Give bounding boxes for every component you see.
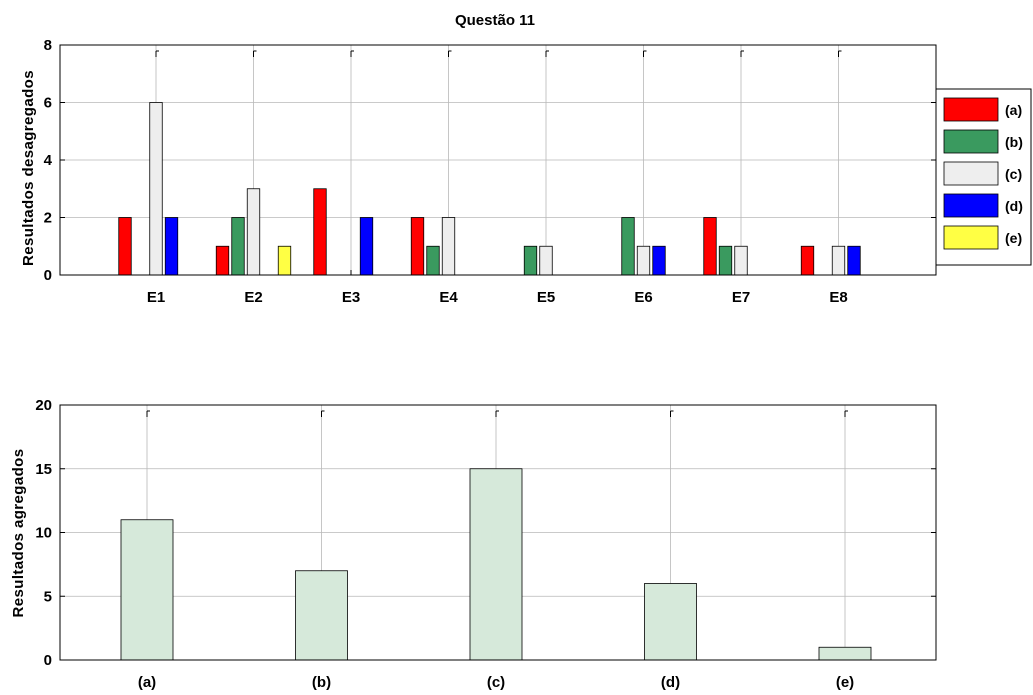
legend-label: (c) (1005, 166, 1022, 182)
bar-c-E8 (831, 245, 846, 276)
bars-disaggregated (118, 102, 861, 276)
y-tick-label: 6 (44, 95, 52, 112)
bar-a-E1 (118, 217, 132, 276)
bars-aggregated (120, 468, 872, 661)
x-tick-label: E8 (829, 289, 847, 306)
y-tick-label: 10 (35, 525, 52, 542)
bar-aggregated-b (295, 570, 348, 661)
x-tick-label: (c) (487, 674, 505, 691)
bar-b-E2 (231, 217, 245, 276)
tick-labels-aggregated: 0 5 10 15 20 (a) (b) (c) (d) (e) (35, 397, 854, 691)
bar-c-E2 (246, 188, 261, 276)
y-tick-label: 15 (35, 461, 52, 478)
bar-c-E6 (636, 245, 651, 276)
legend-swatch-c (943, 161, 999, 186)
bar-aggregated-a (120, 519, 174, 661)
bar-d-E3 (359, 217, 374, 276)
x-tick-label: (d) (661, 674, 680, 691)
chart-aggregated: Resultados agregados 0 5 10 15 20 (a) (b) (c) (d… (10, 397, 937, 691)
bar-a-E2 (215, 245, 230, 276)
legend-label: (d) (1005, 198, 1023, 214)
x-tick-label: (a) (138, 674, 156, 691)
bar-aggregated-c (469, 468, 523, 661)
x-tick-label: E7 (732, 289, 750, 306)
bar-a-E7 (703, 217, 717, 276)
x-tick-label: E1 (147, 289, 165, 306)
x-tick-label: E6 (634, 289, 652, 306)
bar-d-E8 (847, 245, 861, 276)
bar-b-E4 (426, 245, 440, 276)
y-tick-label: 5 (44, 588, 52, 605)
x-tick-label: (e) (836, 674, 854, 691)
bar-a-E4 (410, 217, 425, 276)
bar-b-E5 (523, 245, 538, 276)
y-axis-label-disaggregated: Resultados desagregados (20, 70, 37, 266)
legend: (a) (b) (c) (d) (e) (935, 88, 1032, 266)
y-tick-label: 2 (44, 210, 52, 227)
bar-c-E5 (539, 245, 553, 276)
legend-swatch-b (943, 129, 999, 154)
bar-c-E7 (734, 245, 748, 276)
x-tick-label: (b) (312, 674, 331, 691)
bar-a-E3 (313, 188, 327, 276)
bar-aggregated-e (818, 646, 872, 661)
y-tick-label: 0 (44, 267, 52, 284)
bar-c-E4 (441, 217, 456, 276)
legend-label: (b) (1005, 134, 1023, 150)
tick-labels-disaggregated: 0 2 4 6 8 E1 E2 E3 E4 E5 E6 E7 E8 (44, 37, 848, 306)
legend-swatch-e (943, 225, 999, 250)
x-tick-label: E3 (342, 289, 360, 306)
legend-label: (a) (1005, 102, 1022, 118)
legend-label: (e) (1005, 230, 1022, 246)
bar-a-E8 (800, 245, 815, 276)
bar-aggregated-d (644, 583, 697, 661)
y-axis-label-aggregated: Resultados agregados (10, 449, 27, 618)
y-tick-label: 4 (44, 152, 53, 169)
legend-swatch-a (943, 97, 999, 122)
y-tick-label: 8 (44, 37, 52, 54)
bar-c-E1 (149, 102, 163, 276)
bar-d-E1 (164, 217, 179, 276)
bar-d-E6 (652, 245, 666, 276)
bar-b-E6 (621, 217, 635, 276)
bar-b-E7 (718, 245, 733, 276)
plot-frame-aggregated (59, 404, 937, 661)
x-tick-label: E4 (439, 289, 458, 306)
grid-disaggregated (60, 44, 936, 276)
chart-title: Questão 11 (455, 12, 535, 29)
chart-disaggregated: Questão 11 Resultados desagregados 0 2 4 6 8… (20, 12, 1032, 306)
legend-swatch-d (943, 193, 999, 218)
y-tick-label: 20 (35, 397, 52, 414)
x-tick-label: E5 (537, 289, 555, 306)
x-tick-label: E2 (244, 289, 262, 306)
y-tick-label: 0 (44, 652, 52, 669)
bar-e-E2 (277, 245, 292, 276)
